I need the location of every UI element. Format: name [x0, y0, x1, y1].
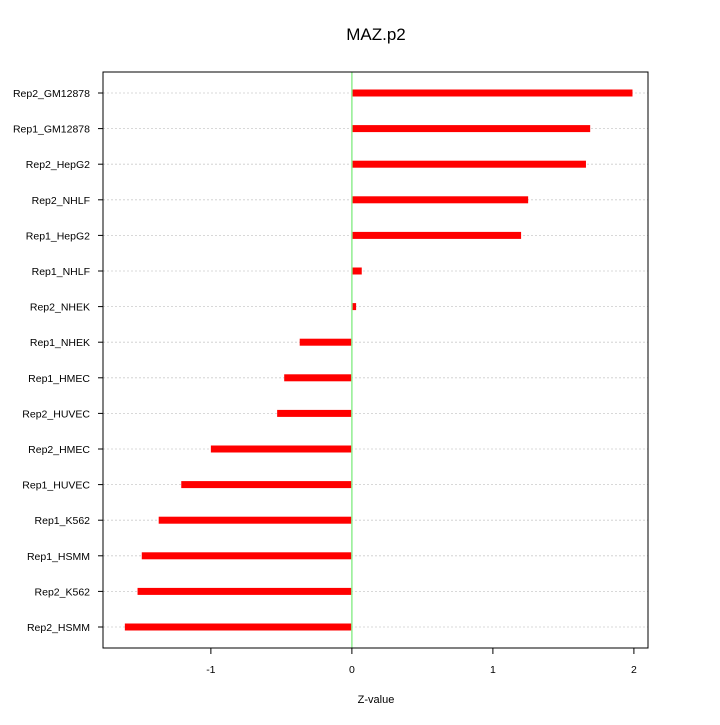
bar-rep1-nhlf [351, 267, 362, 275]
y-tick-label: Rep1_HSMM [27, 551, 90, 563]
bars-layer [124, 89, 633, 631]
bar-rep2-gm12878 [351, 89, 633, 97]
y-axis-labels: Rep2_GM12878 Rep1_GM12878 Rep2_HepG2 Rep2_N… [13, 88, 103, 634]
x-tick-label: 0 [349, 664, 355, 676]
y-tick-label: Rep1_NHLF [32, 266, 90, 278]
y-tick-label: Rep1_HepG2 [26, 230, 90, 242]
bar-rep2-nhlf [351, 196, 529, 204]
x-axis-label: Z-value [358, 694, 395, 706]
y-tick-label: Rep2_GM12878 [13, 88, 90, 100]
chart-title: MAZ.p2 [346, 25, 406, 44]
bar-rep2-k562 [137, 587, 352, 595]
bar-rep1-k562 [158, 516, 352, 524]
bar-rep2-huvec [277, 409, 352, 417]
y-tick-label: Rep2_K562 [35, 586, 91, 598]
bar-rep1-gm12878 [351, 125, 591, 133]
x-tick-label: 2 [631, 664, 637, 676]
y-tick-label: Rep2_NHEK [30, 302, 90, 314]
y-tick-label: Rep1_K562 [35, 515, 91, 527]
bar-rep1-huvec [181, 481, 352, 489]
y-tick-label: Rep2_HSMM [27, 622, 90, 634]
y-tick-label: Rep1_GM12878 [13, 124, 90, 136]
plot-frame [102, 71, 649, 649]
y-tick-label: Rep2_HepG2 [26, 159, 90, 171]
x-tick-label: -1 [206, 664, 215, 676]
bar-rep1-hsmm [141, 552, 352, 560]
y-tick-label: Rep1_HMEC [28, 373, 90, 385]
bar-rep1-hmec [284, 374, 352, 382]
bar-rep1-hepg2 [351, 231, 522, 239]
y-tick-label: Rep2_HMEC [28, 444, 90, 456]
x-tick-label: 1 [490, 664, 496, 676]
bar-rep1-nhek [299, 338, 352, 346]
bar-rep2-hmec [210, 445, 352, 453]
bar-rep2-hsmm [124, 623, 352, 631]
y-tick-label: Rep2_HUVEC [22, 408, 90, 420]
y-tick-label: Rep1_NHEK [30, 337, 90, 349]
bar-rep2-nhek [351, 303, 357, 311]
y-tick-label: Rep2_NHLF [32, 195, 90, 207]
bar-rep2-hepg2 [351, 160, 586, 168]
x-axis: -1 0 1 2 [206, 648, 637, 676]
y-tick-label: Rep1_HUVEC [22, 480, 90, 492]
